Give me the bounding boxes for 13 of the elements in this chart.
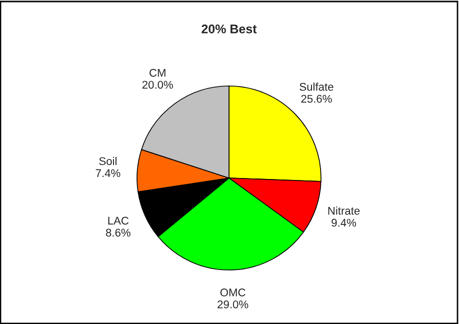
slice-label: Nitrate [328,206,360,215]
slice-label: Sulfate [300,82,334,91]
data-label: 29.0% [218,300,248,308]
chart-title: 20% Best [202,24,257,34]
data-label: 8.6% [106,228,130,237]
slice-label: Soil [99,156,116,166]
data-label: 9.4% [332,218,356,227]
data-label: 20.0% [142,80,173,89]
slice-label: OMC [220,288,246,296]
data-label: 7.4% [96,169,120,178]
slice-label: LAC [108,216,129,225]
data-label: 25.6% [301,94,332,103]
slice-label: CM [150,68,166,77]
